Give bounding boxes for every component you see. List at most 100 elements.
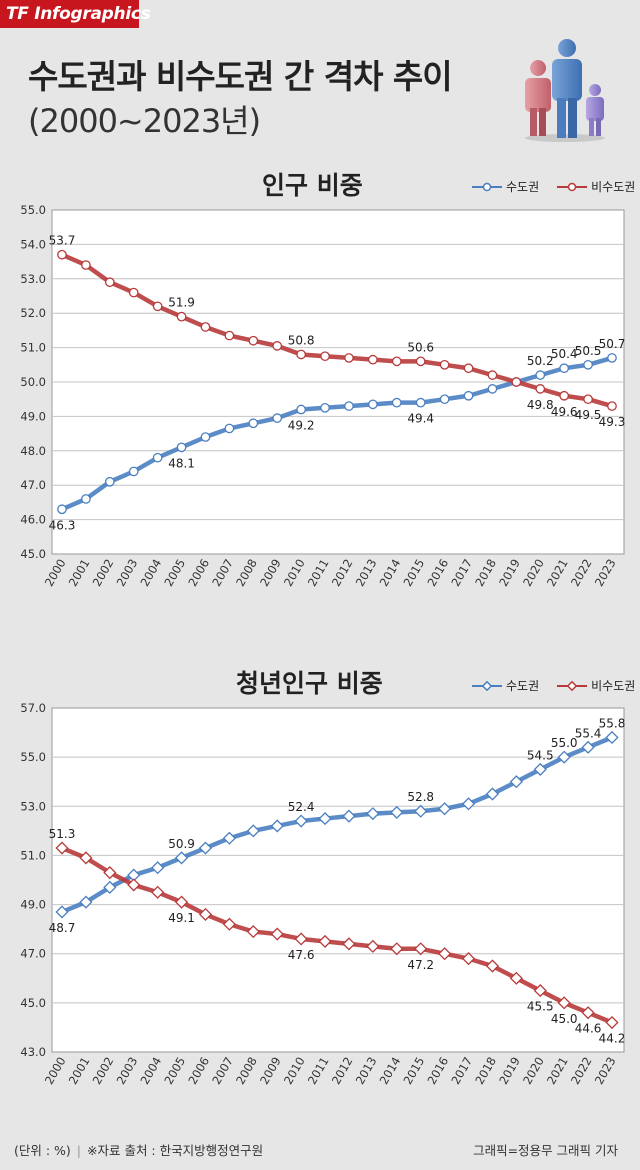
- data-point: [533, 983, 547, 998]
- data-point: [55, 905, 69, 919]
- data-point: [511, 377, 522, 387]
- x-tick-label: 2022: [568, 557, 595, 589]
- x-tick-label: 2001: [66, 1055, 93, 1087]
- x-tick-label: 2021: [544, 1055, 571, 1087]
- x-tick-label: 2014: [377, 557, 404, 589]
- data-point: [246, 925, 260, 939]
- data-point: [79, 895, 93, 909]
- data-point: [487, 384, 498, 394]
- legend-label-capital: 수도권: [506, 180, 540, 194]
- data-point: [174, 851, 189, 865]
- data-label: 55.8: [599, 716, 626, 730]
- data-point: [557, 750, 571, 764]
- data-point: [463, 390, 474, 401]
- people-illustration: [525, 39, 605, 142]
- x-tick-label: 2010: [281, 1055, 308, 1087]
- data-point: [461, 952, 476, 966]
- youth-population-share-chart: 43.0 45.0 47.0 49.0 51.0 53.0 55.0 57.0 20002001…: [20, 701, 626, 1087]
- data-point: [581, 1006, 595, 1020]
- data-point: [368, 399, 378, 410]
- x-tick-label: 2015: [401, 1055, 428, 1087]
- chart2-legend: 수도권 비수도권: [472, 677, 635, 694]
- data-point: [559, 363, 570, 374]
- x-tick-label: 2001: [66, 557, 93, 589]
- data-point: [152, 301, 163, 312]
- data-point: [390, 942, 404, 956]
- x-tick-label: 2020: [520, 557, 547, 589]
- x-tick-label: 2007: [209, 1055, 236, 1087]
- data-label: 45.0: [551, 1012, 578, 1026]
- data-point: [535, 384, 546, 394]
- data-point: [176, 442, 187, 453]
- data-point: [415, 397, 426, 408]
- legend-marker-noncapital: [557, 680, 588, 691]
- x-tick-label: 2006: [185, 557, 212, 589]
- data-point: [272, 413, 283, 423]
- data-label: 49.6: [551, 405, 578, 419]
- data-point: [127, 878, 141, 892]
- data-point: [342, 809, 356, 823]
- data-point: [103, 866, 117, 880]
- data-point: [151, 861, 165, 875]
- data-label: 50.2: [527, 354, 554, 368]
- data-label: 49.3: [599, 415, 626, 429]
- data-point: [248, 418, 259, 429]
- data-point: [583, 394, 593, 405]
- x-tick-label: 2009: [257, 1055, 284, 1087]
- chart2-title: 청년인구 비중: [236, 669, 383, 698]
- data-point: [366, 807, 380, 821]
- y-tick-label: 53.0: [20, 799, 46, 813]
- data-label: 49.5: [575, 408, 602, 422]
- x-tick-label: 2019: [496, 557, 523, 589]
- legend-label-noncapital: 비수도권: [591, 180, 636, 194]
- data-point: [248, 335, 259, 346]
- unit-note: (단위 : %): [14, 1143, 71, 1158]
- data-point: [222, 917, 236, 931]
- data-point: [391, 356, 402, 367]
- x-tick-label: 2004: [137, 557, 164, 589]
- x-tick-label: 2005: [161, 1055, 188, 1087]
- data-label: 55.0: [551, 736, 578, 750]
- data-point: [294, 932, 308, 946]
- data-point: [103, 880, 117, 894]
- x-tick-label: 2011: [305, 1055, 332, 1087]
- data-point: [318, 811, 332, 826]
- y-tick-label: 47.0: [20, 478, 46, 492]
- data-label: 55.4: [575, 726, 602, 740]
- x-tick-label: 2005: [161, 557, 188, 589]
- data-point: [296, 404, 306, 415]
- data-label: 46.3: [49, 518, 76, 532]
- data-point: [79, 851, 93, 865]
- data-point: [557, 996, 571, 1010]
- data-point: [559, 390, 570, 401]
- data-label: 51.3: [49, 827, 76, 841]
- x-tick-label: 2000: [42, 557, 69, 589]
- x-tick-label: 2016: [424, 1055, 451, 1087]
- x-tick-label: 2011: [305, 557, 332, 589]
- data-point: [104, 277, 115, 288]
- graphic-credit: 그래픽=정용무 그래픽 기자: [473, 1143, 618, 1158]
- data-label: 49.8: [527, 398, 554, 412]
- x-tick-label: 2017: [448, 557, 475, 589]
- x-tick-label: 2003: [114, 557, 141, 589]
- data-point: [415, 356, 426, 367]
- y-tick-label: 47.0: [20, 947, 46, 961]
- data-point: [128, 466, 139, 477]
- data-point: [368, 354, 378, 365]
- y-tick-label: 53.0: [20, 272, 46, 286]
- data-point: [487, 370, 498, 380]
- data-point: [320, 402, 330, 413]
- data-label: 48.1: [168, 456, 195, 470]
- page-subtitle: (2000~2023년): [28, 102, 261, 140]
- data-point: [174, 895, 189, 909]
- x-tick-label: 2000: [42, 1055, 69, 1087]
- data-point: [390, 805, 404, 820]
- legend-label-capital: 수도권: [506, 679, 540, 693]
- page-title: 수도권과 비수도권 간 격차 추이: [28, 57, 453, 96]
- x-tick-label: 2002: [90, 1055, 117, 1087]
- data-label: 50.5: [575, 344, 602, 358]
- data-point: [438, 947, 452, 961]
- data-point: [438, 802, 452, 816]
- data-label: 53.7: [49, 234, 76, 248]
- y-tick-label: 54.0: [20, 237, 46, 251]
